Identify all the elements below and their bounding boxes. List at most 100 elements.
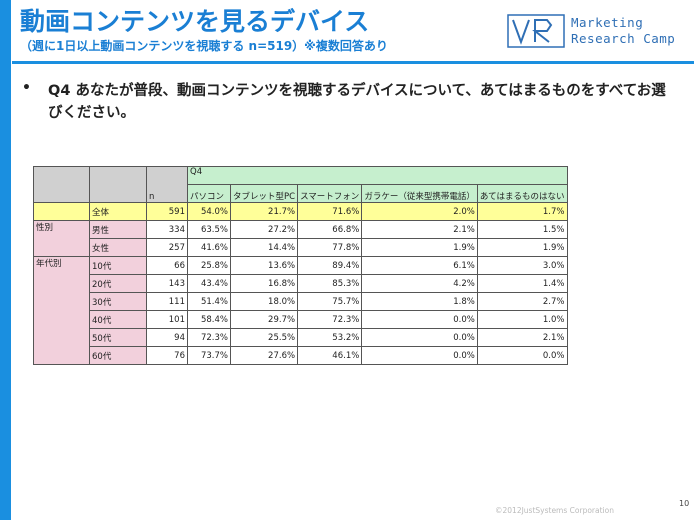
row-label-cell: 全体 — [89, 202, 147, 221]
value-cell: 2.7% — [476, 292, 568, 311]
table-row: 60代 76 73.7% 27.6% 46.1% 0.0% 0.0% — [34, 346, 568, 365]
row-label-cell: 10代 — [89, 256, 147, 275]
logo-line-2: Research Camp — [571, 31, 676, 46]
n-cell: 76 — [146, 346, 188, 365]
left-accent-bar — [0, 0, 11, 520]
value-cell: 4.2% — [361, 274, 478, 293]
header-blank-cell — [89, 166, 147, 203]
row-label-cell: 30代 — [89, 292, 147, 311]
value-cell: 1.7% — [476, 202, 568, 221]
group-label-cell: 年代別 — [33, 256, 90, 365]
value-cell: 54.0% — [187, 202, 231, 221]
value-cell: 75.7% — [297, 292, 363, 311]
logo-text: Marketing Research Camp — [571, 15, 675, 47]
results-table: n Q4 パソコン タブレット型PC スマートフォン ガラケー（従来型携帯電話）… — [33, 166, 568, 365]
value-cell: 1.9% — [361, 238, 478, 257]
bullet-icon: • — [22, 80, 31, 96]
value-cell: 66.8% — [297, 220, 363, 239]
group-label-cell: 性別 — [33, 220, 90, 257]
table-row: 性別 男性 334 63.5% 27.2% 66.8% 2.1% 1.5% — [33, 220, 568, 257]
question-text: Q4 あなたが普段、動画コンテンツを視聴するデバイスについて、あてはまるものをす… — [48, 83, 666, 121]
value-cell: 29.7% — [229, 310, 299, 329]
table-header-columns-row: パソコン タブレット型PC スマートフォン ガラケー（従来型携帯電話） あてはま… — [34, 184, 568, 203]
value-cell: 21.7% — [229, 202, 299, 221]
value-cell: 0.0% — [476, 346, 568, 365]
value-cell: 53.2% — [297, 328, 363, 347]
table-row: 全体 591 54.0% 21.7% 71.6% 2.0% 1.7% — [33, 202, 568, 221]
header-divider — [12, 61, 694, 64]
table-header-q4-row: n Q4 — [33, 166, 568, 203]
value-cell: 0.0% — [361, 346, 478, 365]
n-cell: 591 — [146, 202, 188, 221]
value-cell: 1.0% — [476, 310, 568, 329]
value-cell: 85.3% — [297, 274, 363, 293]
value-cell: 14.4% — [229, 238, 299, 257]
value-cell: 2.1% — [361, 220, 478, 239]
value-cell: 1.5% — [476, 220, 568, 239]
logo-mark-icon — [507, 14, 565, 48]
value-cell: 25.5% — [229, 328, 299, 347]
n-column-header: n — [146, 166, 188, 203]
value-cell: 1.8% — [361, 292, 478, 311]
header-blank-cell — [33, 166, 90, 203]
n-cell: 94 — [146, 328, 188, 347]
row-label-cell: 男性 — [89, 220, 147, 239]
value-cell: 2.1% — [476, 328, 568, 347]
n-cell: 143 — [146, 274, 188, 293]
table-row: 年代別 10代 66 25.8% 13.6% 89.4% 6.1% 3.0% — [33, 256, 568, 365]
value-cell: 27.2% — [229, 220, 299, 239]
column-header-tablet: タブレット型PC — [229, 184, 299, 203]
value-cell: 6.1% — [361, 256, 478, 275]
value-cell: 0.0% — [361, 328, 478, 347]
table-row: 50代 94 72.3% 25.5% 53.2% 0.0% 2.1% — [34, 328, 568, 347]
n-cell: 111 — [146, 292, 188, 311]
logo: Marketing Research Camp — [507, 14, 693, 50]
page-title: 動画コンテンツを見るデバイス — [20, 7, 370, 36]
q4-header: Q4 — [187, 166, 568, 185]
value-cell: 13.6% — [229, 256, 299, 275]
n-cell: 334 — [146, 220, 188, 239]
n-cell: 101 — [146, 310, 188, 329]
value-cell: 41.6% — [187, 238, 231, 257]
value-cell: 18.0% — [229, 292, 299, 311]
column-header-smartphone: スマートフォン — [297, 184, 363, 203]
row-label-cell: 40代 — [89, 310, 147, 329]
n-cell: 257 — [146, 238, 188, 257]
value-cell: 16.8% — [229, 274, 299, 293]
value-cell: 2.0% — [361, 202, 478, 221]
value-cell: 27.6% — [229, 346, 299, 365]
value-cell: 63.5% — [187, 220, 231, 239]
value-cell: 58.4% — [187, 310, 231, 329]
value-cell: 1.9% — [476, 238, 568, 257]
page-number: 10 — [679, 499, 690, 508]
n-cell: 66 — [146, 256, 188, 275]
table-row: 40代 101 58.4% 29.7% 72.3% 0.0% 1.0% — [34, 310, 568, 329]
value-cell: 72.3% — [297, 310, 363, 329]
column-header-pc: パソコン — [187, 184, 231, 203]
value-cell: 77.8% — [297, 238, 363, 257]
row-label-cell: 50代 — [89, 328, 147, 347]
page-subtitle: （週に1日以上動画コンテンツを視聴する n=519）※複数回答あり — [20, 39, 388, 53]
value-cell: 0.0% — [361, 310, 478, 329]
value-cell: 51.4% — [187, 292, 231, 311]
column-header-feature-phone: ガラケー（従来型携帯電話） — [361, 184, 478, 203]
value-cell: 71.6% — [297, 202, 363, 221]
value-cell: 72.3% — [187, 328, 231, 347]
table-row: 30代 111 51.4% 18.0% 75.7% 1.8% 2.7% — [34, 292, 568, 311]
value-cell: 73.7% — [187, 346, 231, 365]
value-cell: 25.8% — [187, 256, 231, 275]
table-row: 女性 257 41.6% 14.4% 77.8% 1.9% 1.9% — [34, 238, 568, 257]
column-header-none: あてはまるものはない — [476, 184, 568, 203]
value-cell: 3.0% — [476, 256, 568, 275]
value-cell: 89.4% — [297, 256, 363, 275]
value-cell: 46.1% — [297, 346, 363, 365]
table-row: 20代 143 43.4% 16.8% 85.3% 4.2% 1.4% — [34, 274, 568, 293]
group-label-cell — [33, 202, 90, 221]
row-label-cell: 女性 — [89, 238, 147, 257]
copyright-text: ©2012JustSystems Corporation — [495, 506, 614, 515]
row-label-cell: 20代 — [89, 274, 147, 293]
value-cell: 43.4% — [187, 274, 231, 293]
row-label-cell: 60代 — [89, 346, 147, 365]
logo-line-1: Marketing — [571, 15, 644, 30]
value-cell: 1.4% — [476, 274, 568, 293]
